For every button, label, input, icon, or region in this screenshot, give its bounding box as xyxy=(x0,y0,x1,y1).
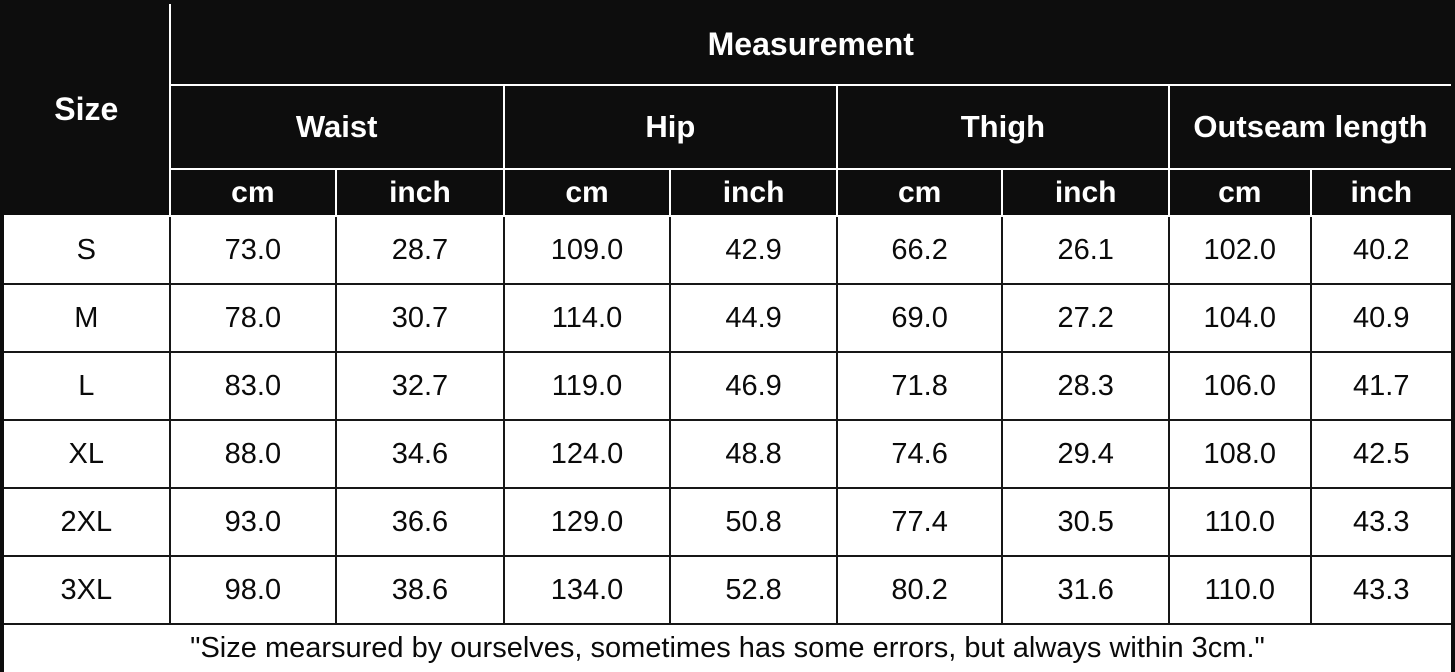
value-cell: 69.0 xyxy=(835,283,1004,353)
value-cell: 32.7 xyxy=(335,351,505,421)
value-cell: 106.0 xyxy=(1167,351,1312,421)
value-cell: 119.0 xyxy=(502,351,672,421)
value-cell: 36.6 xyxy=(335,487,505,557)
group-header-hip: Hip xyxy=(502,84,838,170)
unit-header-outseam-cm: cm xyxy=(1167,168,1312,217)
value-cell: 83.0 xyxy=(168,351,338,421)
value-cell: 42.9 xyxy=(669,215,838,285)
table-row-l: L 83.0 32.7 119.0 46.9 71.8 28.3 106.0 4… xyxy=(1,351,1455,421)
value-cell: 88.0 xyxy=(168,419,338,489)
value-cell: 41.7 xyxy=(1309,351,1455,421)
value-cell: 71.8 xyxy=(835,351,1004,421)
unit-header-hip-cm: cm xyxy=(502,168,672,217)
unit-header-outseam-inch: inch xyxy=(1309,168,1455,217)
value-cell: 104.0 xyxy=(1167,283,1312,353)
measurement-header: Measurement xyxy=(168,1,1455,86)
size-cell: L xyxy=(1,351,171,421)
value-cell: 48.8 xyxy=(669,419,838,489)
value-cell: 43.3 xyxy=(1309,487,1455,557)
value-cell: 108.0 xyxy=(1167,419,1312,489)
table-row-2xl: 2XL 93.0 36.6 129.0 50.8 77.4 30.5 110.0… xyxy=(1,487,1455,557)
value-cell: 134.0 xyxy=(502,555,672,625)
value-cell: 31.6 xyxy=(1001,555,1170,625)
unit-header-hip-inch: inch xyxy=(669,168,838,217)
value-cell: 98.0 xyxy=(168,555,338,625)
value-cell: 27.2 xyxy=(1001,283,1170,353)
value-cell: 30.5 xyxy=(1001,487,1170,557)
value-cell: 110.0 xyxy=(1167,487,1312,557)
value-cell: 129.0 xyxy=(502,487,672,557)
value-cell: 78.0 xyxy=(168,283,338,353)
value-cell: 26.1 xyxy=(1001,215,1170,285)
value-cell: 40.2 xyxy=(1309,215,1455,285)
value-cell: 46.9 xyxy=(669,351,838,421)
footnote: "Size mearsured by ourselves, sometimes … xyxy=(1,623,1454,672)
value-cell: 114.0 xyxy=(502,283,672,353)
table-row-3xl: 3XL 98.0 38.6 134.0 52.8 80.2 31.6 110.0… xyxy=(1,555,1455,625)
group-header-waist: Waist xyxy=(168,84,505,170)
value-cell: 102.0 xyxy=(1167,215,1312,285)
value-cell: 42.5 xyxy=(1309,419,1455,489)
value-cell: 66.2 xyxy=(835,215,1004,285)
group-header-outseam-length: Outseam length xyxy=(1167,84,1455,170)
value-cell: 29.4 xyxy=(1001,419,1170,489)
size-cell: S xyxy=(1,215,171,285)
value-cell: 109.0 xyxy=(502,215,672,285)
size-column-header: Size xyxy=(1,1,171,217)
value-cell: 52.8 xyxy=(669,555,838,625)
value-cell: 124.0 xyxy=(502,419,672,489)
value-cell: 30.7 xyxy=(335,283,505,353)
group-header-thigh: Thigh xyxy=(835,84,1170,170)
table-row-m: M 78.0 30.7 114.0 44.9 69.0 27.2 104.0 4… xyxy=(1,283,1455,353)
unit-header-waist-inch: inch xyxy=(335,168,505,217)
size-cell: XL xyxy=(1,419,171,489)
unit-header-thigh-cm: cm xyxy=(835,168,1004,217)
value-cell: 77.4 xyxy=(835,487,1004,557)
value-cell: 34.6 xyxy=(335,419,505,489)
size-cell: 3XL xyxy=(1,555,171,625)
value-cell: 50.8 xyxy=(669,487,838,557)
value-cell: 43.3 xyxy=(1309,555,1455,625)
value-cell: 44.9 xyxy=(669,283,838,353)
value-cell: 28.3 xyxy=(1001,351,1170,421)
size-cell: M xyxy=(1,283,171,353)
unit-header-thigh-inch: inch xyxy=(1001,168,1170,217)
value-cell: 40.9 xyxy=(1309,283,1455,353)
value-cell: 74.6 xyxy=(835,419,1004,489)
footnote-row: "Size mearsured by ourselves, sometimes … xyxy=(1,623,1454,672)
value-cell: 93.0 xyxy=(168,487,338,557)
value-cell: 38.6 xyxy=(335,555,505,625)
unit-header-waist-cm: cm xyxy=(168,168,338,217)
value-cell: 80.2 xyxy=(835,555,1004,625)
table-row-xl: XL 88.0 34.6 124.0 48.8 74.6 29.4 108.0 … xyxy=(1,419,1455,489)
value-cell: 73.0 xyxy=(168,215,338,285)
size-cell: 2XL xyxy=(1,487,171,557)
value-cell: 28.7 xyxy=(335,215,505,285)
value-cell: 110.0 xyxy=(1167,555,1312,625)
table-row-s: S 73.0 28.7 109.0 42.9 66.2 26.1 102.0 4… xyxy=(1,215,1455,285)
